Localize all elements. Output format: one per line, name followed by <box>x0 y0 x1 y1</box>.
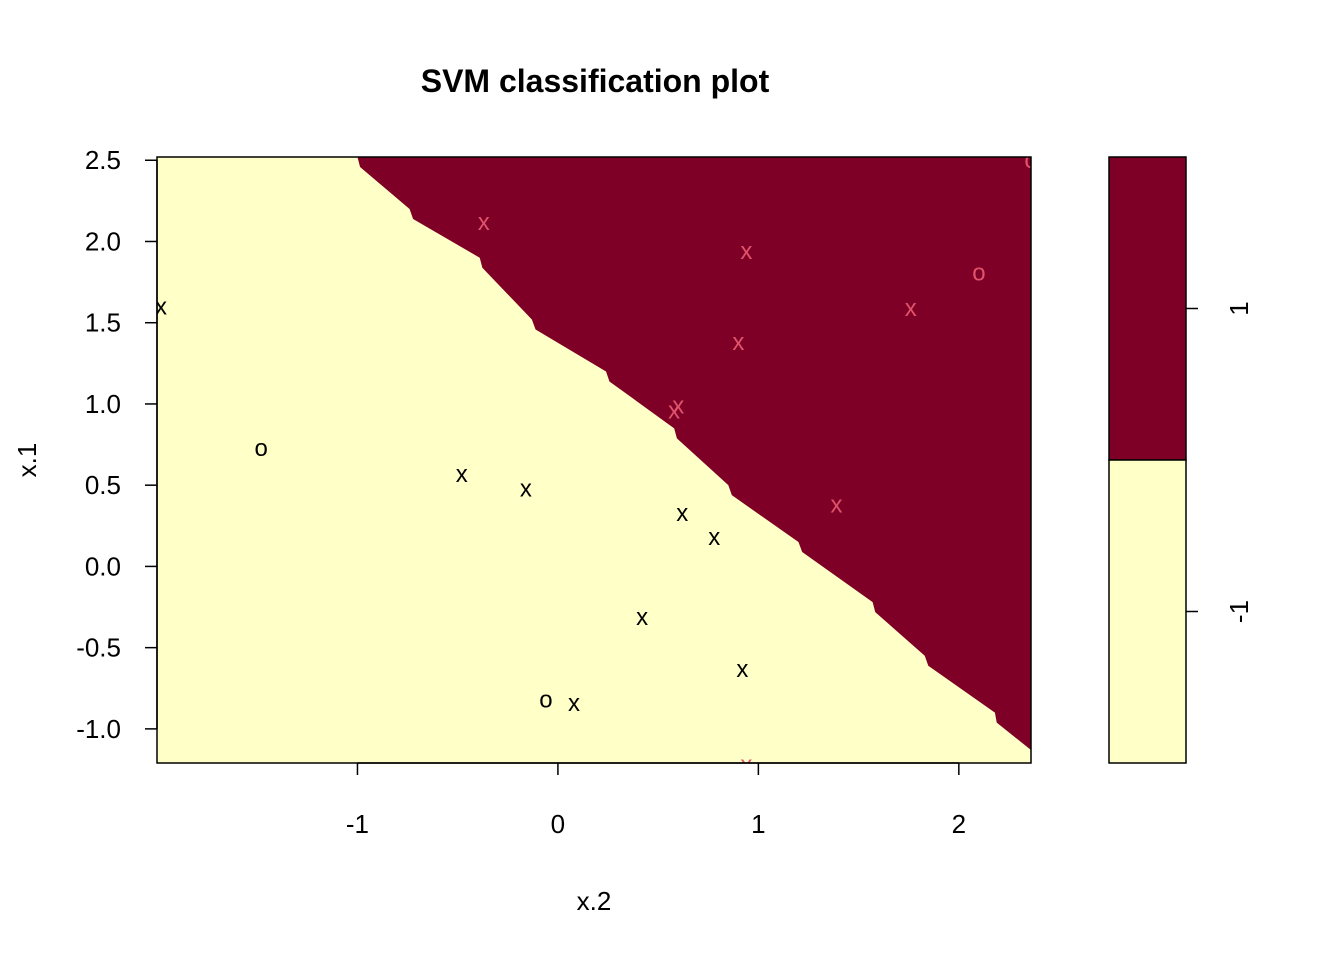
region-class-1 <box>357 157 1031 751</box>
data-point: x <box>520 475 532 502</box>
color-key: 1 -1 <box>1108 156 1254 764</box>
x-tick-label: 0 <box>551 809 565 839</box>
data-point: x <box>672 393 684 420</box>
data-point: x <box>668 397 680 424</box>
data-point: x <box>676 500 688 527</box>
x-axis-label: x.2 <box>577 886 612 916</box>
data-point: x <box>740 752 752 779</box>
data-point: x <box>736 656 748 683</box>
y-axis: -1.0 -0.5 0.0 0.5 1.0 1.5 2.0 2.5 <box>76 145 158 744</box>
data-point: x <box>905 295 917 322</box>
data-point: x <box>708 524 720 551</box>
y-tick-label: 2.5 <box>85 145 121 175</box>
data-point: x <box>740 238 752 265</box>
y-tick-label: 2.0 <box>85 226 121 256</box>
data-point: x <box>155 293 167 320</box>
data-point: o <box>1024 147 1037 174</box>
x-tick-label: -1 <box>346 809 369 839</box>
color-key-label: 1 <box>1224 301 1254 315</box>
color-key-swatch <box>1108 156 1187 461</box>
x-axis: -1 0 1 2 <box>346 762 966 839</box>
y-tick-label: -0.5 <box>76 633 121 663</box>
y-tick-label: -1.0 <box>76 714 121 744</box>
data-point: x <box>636 604 648 631</box>
chart-title: SVM classification plot <box>421 63 770 99</box>
y-tick-label: 1.5 <box>85 308 121 338</box>
color-key-label: -1 <box>1224 600 1254 623</box>
data-point: x <box>456 461 468 488</box>
data-point: x <box>568 690 580 717</box>
y-tick-label: 0.0 <box>85 551 121 581</box>
data-point: x <box>478 209 490 236</box>
y-axis-label: x.1 <box>12 443 42 478</box>
x-tick-label: 1 <box>751 809 765 839</box>
data-point: x <box>732 329 744 356</box>
y-tick-label: 0.5 <box>85 470 121 500</box>
y-tick-label: 1.0 <box>85 389 121 419</box>
data-point: x <box>831 492 843 519</box>
data-point: o <box>972 259 985 286</box>
color-key-swatch <box>1108 459 1187 764</box>
x-tick-label: 2 <box>952 809 966 839</box>
data-point: o <box>255 435 268 462</box>
data-point: o <box>539 687 552 714</box>
